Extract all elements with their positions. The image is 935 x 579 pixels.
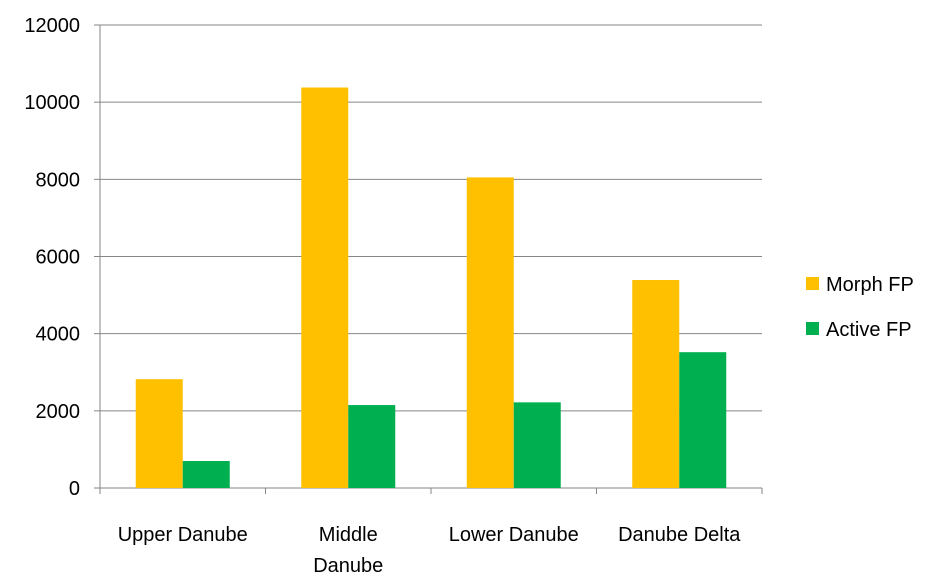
- legend-swatch: [806, 322, 819, 335]
- bar-morph-fp: [135, 379, 183, 488]
- legend-label: Active FP: [826, 319, 912, 341]
- x-category-label: Lower Danube: [449, 524, 579, 546]
- x-category-label-line: Danube Delta: [618, 524, 741, 546]
- x-category-label-line: Danube: [313, 555, 383, 577]
- x-category-label-line: Upper Danube: [118, 524, 248, 546]
- y-tick-label: 4000: [36, 324, 81, 346]
- bar-morph-fp: [466, 177, 514, 488]
- bar-morph-fp: [301, 87, 349, 488]
- y-tick-label: 8000: [36, 169, 81, 191]
- bar-active-fp: [348, 405, 396, 488]
- bar-active-fp: [679, 352, 727, 488]
- bar-active-fp: [182, 460, 230, 488]
- x-category-label: Middle Danube: [313, 524, 383, 577]
- y-tick-label: 6000: [36, 247, 81, 269]
- bar-morph-fp: [632, 280, 680, 488]
- bar-active-fp: [513, 402, 561, 488]
- y-tick-label: 2000: [36, 401, 81, 423]
- legend-swatch: [806, 277, 819, 290]
- legend-label: Morph FP: [826, 274, 914, 296]
- x-category-label: Danube Delta: [618, 524, 741, 546]
- y-tick-label: 0: [69, 478, 80, 500]
- y-tick-label: 10000: [24, 92, 80, 114]
- x-category-label-line: Middle: [319, 524, 378, 546]
- x-category-label: Upper Danube: [118, 524, 248, 546]
- x-category-label-line: Lower Danube: [449, 524, 579, 546]
- y-tick-label: 12000: [24, 15, 80, 37]
